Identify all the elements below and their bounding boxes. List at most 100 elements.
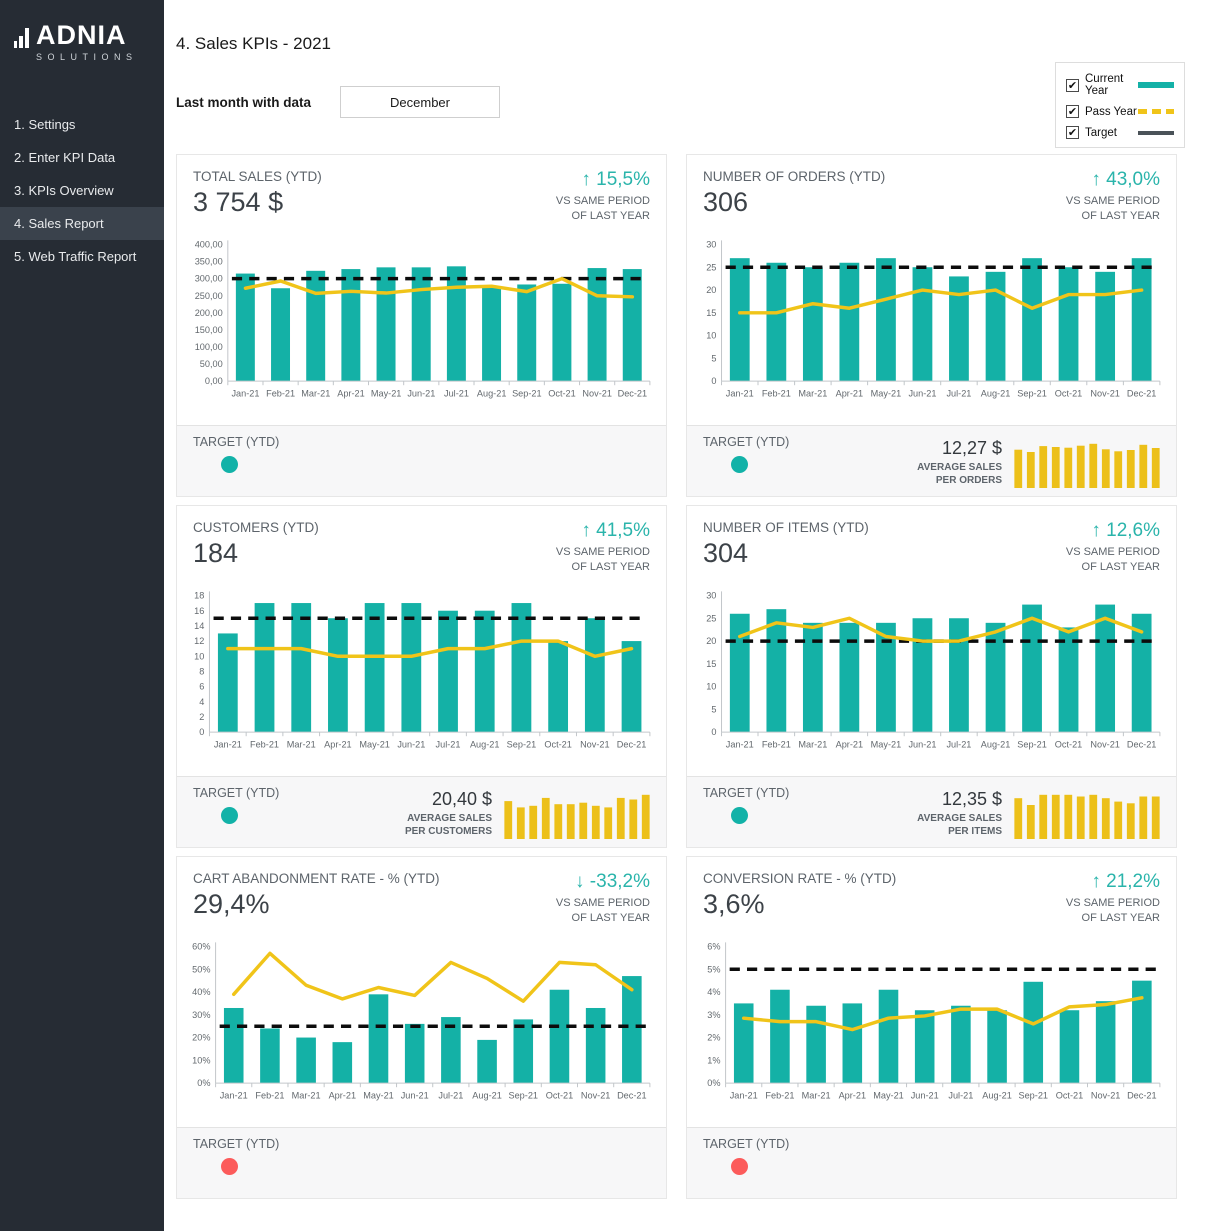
svg-text:30%: 30%	[192, 1010, 210, 1020]
svg-text:Dec-21: Dec-21	[1127, 388, 1157, 398]
kpi-change-caption-line2: OF LAST YEAR	[1081, 561, 1160, 574]
svg-text:10: 10	[706, 681, 716, 691]
svg-text:60%: 60%	[192, 941, 210, 951]
kpi-value: 3,6%	[703, 889, 765, 919]
target-strip: TARGET (YTD) 12,27 $ AVERAGE SALES PER O…	[687, 425, 1176, 496]
kpi-change-badge: ↑ 41,5%	[581, 520, 650, 541]
target-swatch-icon	[1138, 130, 1174, 135]
svg-text:Aug-21: Aug-21	[477, 388, 507, 398]
kpi-change-caption-line1: VS SAME PERIOD	[1065, 546, 1160, 558]
card-header: CONVERSION RATE - % (YTD) 3,6% ↑ 21,2% V…	[687, 857, 1176, 927]
legend-label-current-year: Current Year	[1085, 73, 1124, 97]
target-label: TARGET (YTD)	[703, 1137, 790, 1151]
average-caption-line2: PER ORDERS	[935, 475, 1002, 486]
main-content: 4. Sales KPIs - 2021 Last month with dat…	[164, 0, 1231, 1231]
svg-text:Jun-21: Jun-21	[401, 1090, 429, 1100]
svg-text:Apr-21: Apr-21	[324, 739, 351, 749]
svg-text:Jan-21: Jan-21	[726, 739, 754, 749]
average-caption-line1: AVERAGE SALES	[917, 461, 1002, 473]
svg-text:Jul-21: Jul-21	[436, 739, 461, 749]
target-label: TARGET (YTD)	[193, 435, 280, 449]
svg-text:Feb-21: Feb-21	[250, 739, 279, 749]
target-strip: TARGET (YTD) 20,40 $ AVERAGE SALES PER C…	[177, 776, 666, 847]
average-block: 20,40 $ AVERAGE SALES PER CUSTOMERS	[405, 786, 652, 841]
kpi-change-caption-line1: VS SAME PERIOD	[1065, 897, 1160, 909]
svg-text:100,00: 100,00	[195, 342, 223, 352]
sidebar-item-kpis-overview[interactable]: 3. KPIs Overview	[14, 183, 114, 198]
svg-text:Sep-21: Sep-21	[512, 388, 542, 398]
svg-text:0%: 0%	[707, 1078, 720, 1088]
sidebar-item-settings[interactable]: 1. Settings	[14, 117, 76, 132]
kpi-title: CUSTOMERS (YTD)	[193, 520, 319, 535]
svg-text:25: 25	[706, 613, 716, 623]
legend-checkbox-pass-year[interactable]: ✔	[1066, 105, 1079, 118]
svg-text:6: 6	[199, 681, 204, 691]
svg-text:Nov-21: Nov-21	[1090, 739, 1120, 749]
svg-text:Apr-21: Apr-21	[329, 1090, 356, 1100]
cards-grid: TOTAL SALES (YTD) 3 754 $ ↑ 15,5% VS SAM…	[176, 154, 1231, 1199]
svg-text:Jul-21: Jul-21	[946, 739, 971, 749]
card-header: CART ABANDONMENT RATE - % (YTD) 29,4% ↓ …	[177, 857, 666, 927]
logo-text: ADNIA	[36, 20, 127, 50]
svg-text:Apr-21: Apr-21	[836, 388, 863, 398]
svg-text:10: 10	[706, 330, 716, 340]
logo-subtext: SOLUTIONS	[36, 52, 138, 62]
svg-text:Jul-21: Jul-21	[444, 388, 469, 398]
svg-text:400,00: 400,00	[195, 239, 223, 249]
svg-text:30: 30	[706, 239, 716, 249]
svg-text:May-21: May-21	[371, 388, 402, 398]
sidebar-item-enter-kpi-data[interactable]: 2. Enter KPI Data	[14, 150, 116, 165]
svg-text:8: 8	[199, 666, 204, 676]
svg-text:May-21: May-21	[363, 1090, 394, 1100]
svg-text:Sep-21: Sep-21	[1017, 739, 1047, 749]
svg-text:0: 0	[711, 376, 716, 386]
svg-text:350,00: 350,00	[195, 256, 223, 266]
legend-checkbox-target[interactable]: ✔	[1066, 126, 1079, 139]
svg-text:Feb-21: Feb-21	[266, 388, 295, 398]
svg-text:Aug-21: Aug-21	[982, 1090, 1012, 1100]
svg-text:Nov-21: Nov-21	[581, 1090, 611, 1100]
target-status-dot	[221, 456, 238, 473]
kpi-change-caption-line2: OF LAST YEAR	[1081, 912, 1160, 925]
svg-text:Feb-21: Feb-21	[762, 388, 791, 398]
kpi-card-total-sales: TOTAL SALES (YTD) 3 754 $ ↑ 15,5% VS SAM…	[176, 154, 667, 497]
svg-text:200,00: 200,00	[195, 308, 223, 318]
kpi-value: 184	[193, 538, 239, 568]
target-status-dot	[221, 1158, 238, 1175]
svg-text:16: 16	[194, 606, 204, 616]
svg-text:Jul-21: Jul-21	[946, 388, 971, 398]
svg-text:Nov-21: Nov-21	[580, 739, 610, 749]
svg-text:Dec-21: Dec-21	[1127, 1090, 1157, 1100]
svg-text:Jan-21: Jan-21	[220, 1090, 248, 1100]
svg-text:Oct-21: Oct-21	[1055, 739, 1082, 749]
svg-text:Mar-21: Mar-21	[292, 1090, 321, 1100]
sidebar: ADNIA SOLUTIONS 1. Settings 2. Enter KPI…	[0, 0, 164, 1231]
target-status-dot	[221, 807, 238, 824]
legend-checkbox-current-year[interactable]: ✔	[1066, 78, 1079, 92]
svg-text:May-21: May-21	[871, 739, 902, 749]
target-strip: TARGET (YTD)	[177, 425, 666, 496]
svg-text:Apr-21: Apr-21	[839, 1090, 866, 1100]
sidebar-item-sales-report[interactable]: 4. Sales Report	[0, 207, 164, 240]
svg-text:Feb-21: Feb-21	[762, 739, 791, 749]
kpi-change-badge: ↑ 43,0%	[1091, 169, 1160, 190]
kpi-card-number-of-items: NUMBER OF ITEMS (YTD) 304 ↑ 12,6% VS SAM…	[686, 505, 1177, 848]
svg-text:Sep-21: Sep-21	[508, 1090, 538, 1100]
svg-text:Oct-21: Oct-21	[546, 1090, 573, 1100]
kpi-change-caption-line2: OF LAST YEAR	[571, 912, 650, 925]
svg-text:15: 15	[706, 308, 716, 318]
svg-text:25: 25	[706, 262, 716, 272]
svg-text:18: 18	[194, 590, 204, 600]
kpi-title: TOTAL SALES (YTD)	[193, 169, 322, 184]
svg-text:Jan-21: Jan-21	[231, 388, 259, 398]
kpi-change-caption-line2: OF LAST YEAR	[1081, 210, 1160, 223]
month-dropdown[interactable]: December	[340, 86, 500, 118]
svg-text:Apr-21: Apr-21	[836, 739, 863, 749]
kpi-change-caption-line1: VS SAME PERIOD	[555, 546, 650, 558]
svg-text:15: 15	[706, 659, 716, 669]
sidebar-item-web-traffic-report[interactable]: 5. Web Traffic Report	[14, 249, 137, 264]
svg-text:2: 2	[199, 712, 204, 722]
svg-text:Jul-21: Jul-21	[948, 1090, 973, 1100]
pass-year-swatch-icon	[1138, 109, 1174, 114]
svg-text:12: 12	[194, 636, 204, 646]
